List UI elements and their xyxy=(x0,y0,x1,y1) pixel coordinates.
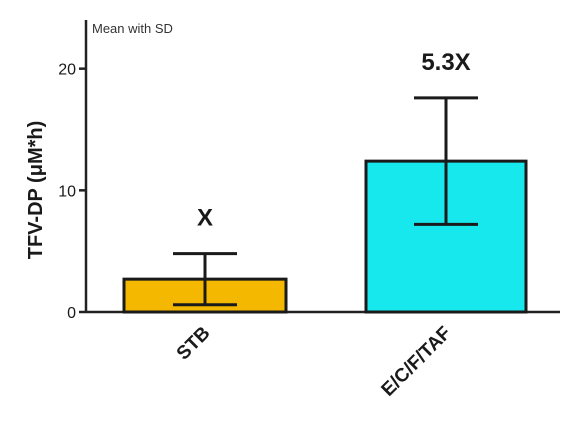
bar-data-label: 5.3X xyxy=(421,49,470,76)
chart-annotation: Mean with SD xyxy=(92,21,173,36)
x-category-label: E/C/F/TAF xyxy=(377,323,455,401)
bars xyxy=(122,159,528,314)
error-bars xyxy=(173,96,478,307)
bar-data-label: X xyxy=(197,205,213,232)
y-tick-label: 20 xyxy=(58,62,76,79)
y-tick-label: 0 xyxy=(67,305,76,322)
y-axis-label: TFV-DP (μM*h) xyxy=(25,121,47,260)
x-category-label: STB xyxy=(173,323,215,365)
y-tick-label: 10 xyxy=(58,183,76,200)
bar-e-c-f-taf xyxy=(364,159,528,314)
